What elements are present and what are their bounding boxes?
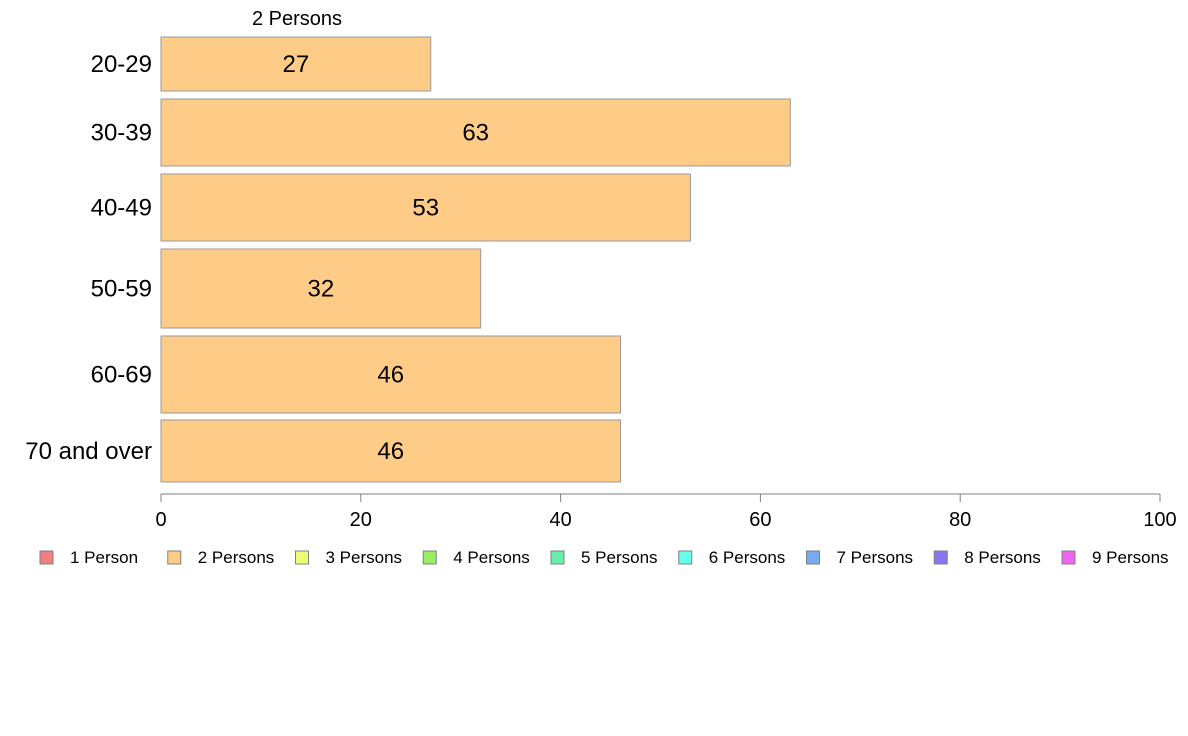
bar-value-label: 32: [307, 276, 334, 303]
bars-group: 27 63 53 32 46 46: [160, 36, 791, 483]
legend-swatch: [678, 550, 693, 565]
x-tick-label: 0: [155, 509, 166, 531]
category-labels: 20-29 30-39 40-49 50-59 60-69 70 and over: [25, 51, 152, 465]
category-label: 30-39: [91, 120, 152, 147]
category-label: 60-69: [91, 362, 152, 389]
x-tick-label: 60: [749, 509, 771, 531]
category-label: 20-29: [91, 51, 152, 78]
legend-swatch: [550, 550, 565, 565]
legend-swatch: [295, 550, 309, 565]
legend-item-label: 3 Persons: [326, 548, 403, 567]
x-tick-label: 100: [1143, 509, 1176, 531]
legend-swatch: [422, 550, 437, 565]
legend-item-label: 9 Persons: [1092, 548, 1169, 567]
legend-swatch: [933, 550, 948, 565]
bar-value-label: 63: [462, 120, 489, 147]
legend-item-label: 4 Persons: [453, 548, 530, 567]
legend-item-label: 2 Persons: [198, 548, 275, 567]
bar-40-49: [160, 173, 691, 242]
series-title: 2 Persons: [252, 8, 342, 30]
x-tick-label: 40: [549, 509, 571, 531]
category-label: 50-59: [91, 276, 152, 303]
legend-item-label: 6 Persons: [709, 548, 786, 567]
bar-value-label: 27: [283, 51, 310, 78]
x-tick-label: 20: [350, 509, 372, 531]
category-label: 40-49: [91, 195, 152, 222]
legend: 1 Person 2 Persons 3 Persons 4 Persons 5 Per…: [39, 548, 1169, 567]
legend-item-label: 1 Person: [70, 548, 138, 567]
legend-item-label: 7 Persons: [837, 548, 914, 567]
legend-item-label: 5 Persons: [581, 548, 658, 567]
category-label: 70 and over: [25, 438, 152, 465]
x-tick-label: 80: [949, 509, 971, 531]
bar-20-29: [160, 36, 432, 92]
legend-swatch: [39, 550, 54, 565]
bar-50-59: [160, 248, 482, 329]
bar-70-and-over: [160, 419, 622, 483]
bar-value-label: 46: [377, 438, 404, 465]
legend-item-label: 8 Persons: [964, 548, 1041, 567]
bar-60-69: [160, 335, 622, 414]
legend-swatch: [1061, 550, 1076, 565]
legend-swatch: [167, 550, 182, 565]
legend-swatch: [806, 550, 820, 565]
bar-value-label: 53: [412, 195, 439, 222]
bar-30-39: [160, 98, 791, 167]
bar-value-label: 46: [377, 362, 404, 389]
x-axis: 0 20 40 60 80 100: [155, 493, 1177, 531]
